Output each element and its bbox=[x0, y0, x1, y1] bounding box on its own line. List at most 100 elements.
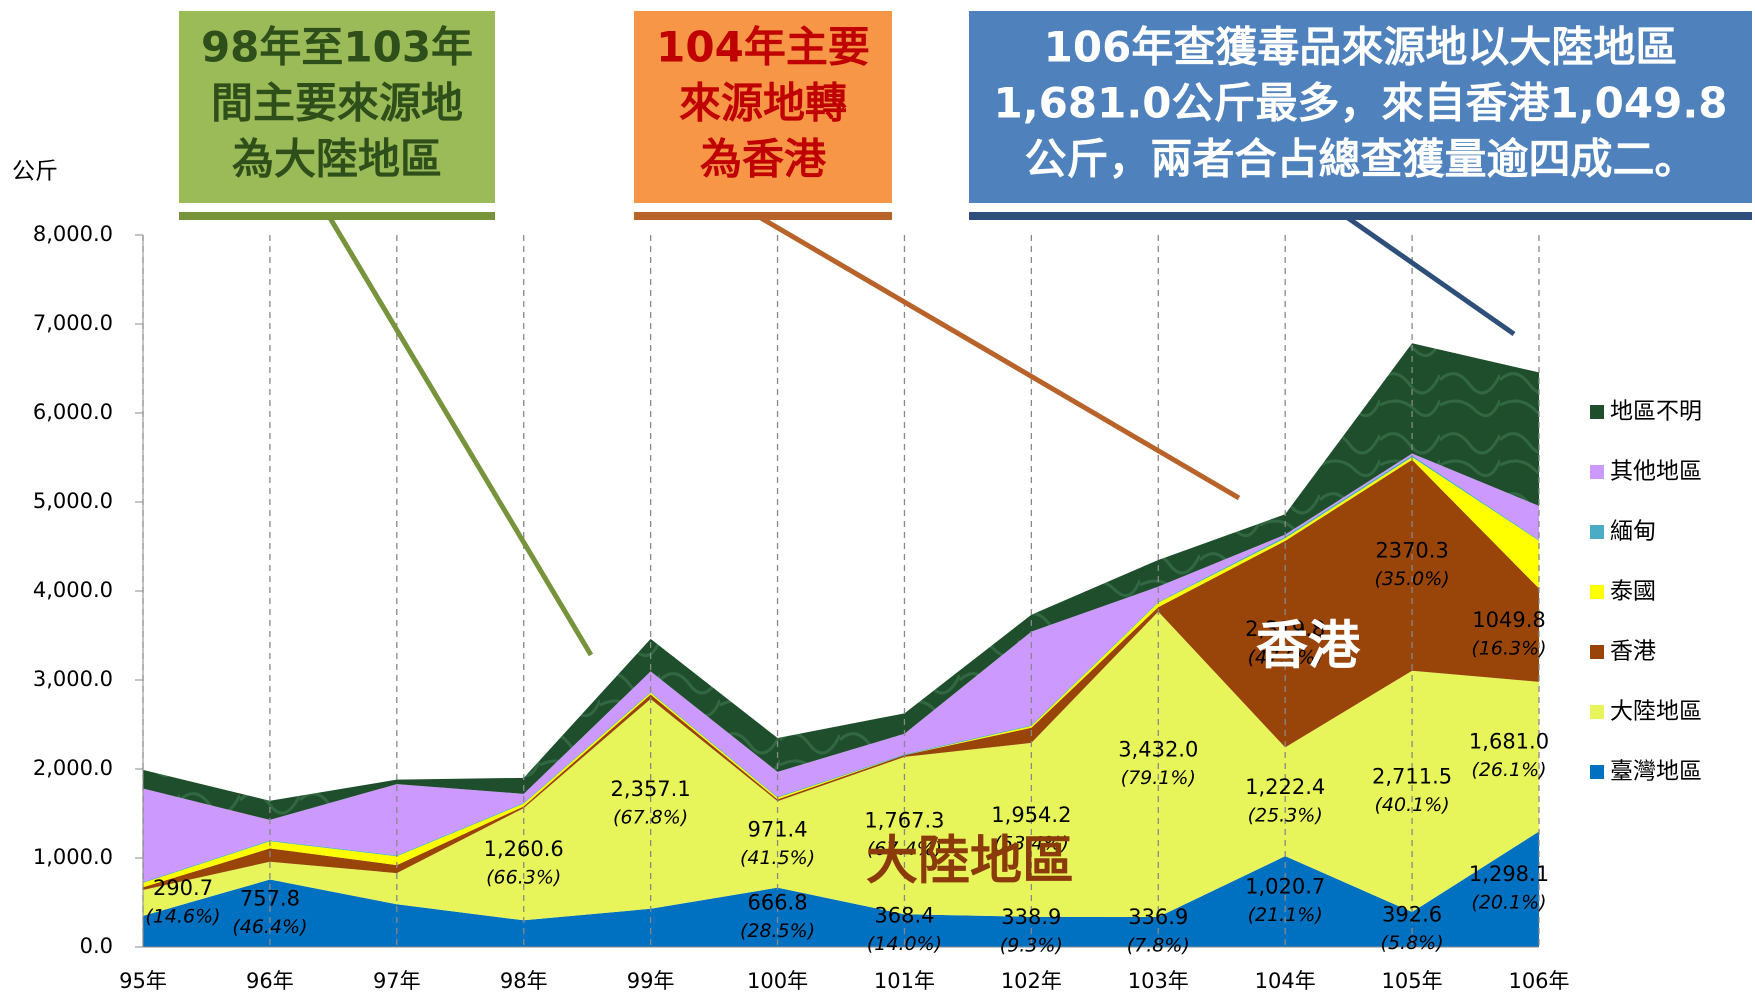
legend-swatch bbox=[1590, 705, 1604, 719]
x-tick-label: 102年 bbox=[1001, 969, 1062, 993]
legend-label: 大陸地區 bbox=[1610, 699, 1702, 725]
legend-label: 香港 bbox=[1610, 639, 1656, 665]
y-tick-label: 2,000.0 bbox=[33, 756, 113, 780]
share-label: (46.4%) bbox=[232, 916, 307, 938]
share-label: (25.3%) bbox=[1248, 804, 1323, 826]
value-label: 1,298.1 bbox=[1469, 862, 1549, 886]
annotation-text: 為大陸地區 bbox=[232, 135, 442, 184]
annotation-connector bbox=[759, 215, 1241, 501]
annotation-text: 106年查獲毒品來源地以大陸地區 bbox=[1044, 23, 1678, 72]
share-label: (16.3%) bbox=[1471, 638, 1546, 660]
value-label: 338.9 bbox=[1001, 905, 1061, 929]
x-tick-label: 100年 bbox=[747, 969, 808, 993]
value-label: 1,260.6 bbox=[484, 837, 564, 861]
share-label: (67.8%) bbox=[613, 806, 688, 828]
y-tick-label: 4,000.0 bbox=[33, 578, 113, 602]
area bbox=[143, 611, 1539, 921]
y-tick-label: 7,000.0 bbox=[33, 311, 113, 335]
annotation-text: 104年主要 bbox=[656, 23, 870, 72]
share-label: (28.5%) bbox=[740, 920, 815, 942]
annotation-underline bbox=[179, 212, 495, 220]
share-label: (67.4%) bbox=[867, 838, 942, 860]
value-label: 1,222.4 bbox=[1245, 775, 1325, 799]
share-label: (66.3%) bbox=[486, 867, 561, 889]
annotation-text: 間主要來源地 bbox=[211, 79, 463, 128]
share-label: (53.4%) bbox=[994, 832, 1069, 854]
x-tick-label: 97年 bbox=[373, 969, 421, 993]
share-label: (14.0%) bbox=[867, 933, 942, 955]
value-label: 1,767.3 bbox=[864, 809, 944, 833]
value-label: 1049.8 bbox=[1472, 608, 1545, 632]
x-tick-label: 103年 bbox=[1128, 969, 1189, 993]
share-label: (5.8%) bbox=[1381, 932, 1444, 954]
annotation-text: 為香港 bbox=[700, 135, 827, 184]
y-tick-label: 5,000.0 bbox=[33, 489, 113, 513]
annotation-text: 98年至103年 bbox=[201, 23, 473, 72]
y-tick-label: 3,000.0 bbox=[33, 667, 113, 691]
share-label: (47.9%) bbox=[1248, 647, 1323, 669]
x-tick-label: 105年 bbox=[1382, 969, 1443, 993]
value-label: 666.8 bbox=[747, 890, 807, 914]
area bbox=[143, 343, 1539, 820]
y-tick-label: 6,000.0 bbox=[33, 400, 113, 424]
legend-swatch bbox=[1590, 405, 1604, 419]
legend-label: 地區不明 bbox=[1610, 399, 1702, 425]
value-label: 2370.3 bbox=[1375, 538, 1448, 562]
value-label: 757.8 bbox=[240, 886, 300, 910]
value-label: 1,020.7 bbox=[1245, 875, 1325, 899]
annotation-box bbox=[969, 11, 1752, 203]
x-tick-label: 106年 bbox=[1508, 969, 1569, 993]
x-tick-label: 104年 bbox=[1255, 969, 1316, 993]
value-label: 3,432.0 bbox=[1118, 737, 1198, 761]
y-unit: 公斤 bbox=[12, 159, 58, 185]
y-tick-label: 8,000.0 bbox=[33, 222, 113, 246]
area bbox=[143, 831, 1539, 947]
legend-swatch bbox=[1590, 465, 1604, 479]
annotation-box bbox=[179, 11, 495, 203]
share-label: (7.8%) bbox=[1127, 935, 1190, 957]
annotation-text: 公斤，兩者合占總查獲量逾四成二。 bbox=[1024, 135, 1696, 184]
legend-swatch bbox=[1590, 585, 1604, 599]
value-label: 368.4 bbox=[874, 904, 934, 928]
area-label: 香港 bbox=[1256, 616, 1361, 677]
value-label: 1,954.2 bbox=[991, 803, 1071, 827]
y-tick-label: 0.0 bbox=[80, 934, 113, 958]
share-label: (21.1%) bbox=[1248, 904, 1323, 926]
area bbox=[143, 453, 1539, 882]
x-tick-label: 99年 bbox=[627, 969, 675, 993]
x-tick-label: 98年 bbox=[500, 969, 548, 993]
value-label: 1,681.0 bbox=[1469, 730, 1549, 754]
share-label: (9.3%) bbox=[1000, 934, 1063, 956]
annotation-connector bbox=[1346, 215, 1516, 337]
value-label: 2,319.8 bbox=[1245, 617, 1325, 641]
share-label: (26.1%) bbox=[1471, 759, 1546, 781]
annotation-box bbox=[634, 11, 892, 203]
annotation-text: 1,681.0公斤最多，來自香港1,049.8 bbox=[993, 79, 1727, 128]
legend-label: 泰國 bbox=[1610, 579, 1656, 605]
area bbox=[143, 459, 1539, 890]
share-label: (14.6%) bbox=[145, 905, 220, 927]
x-tick-label: 101年 bbox=[874, 969, 935, 993]
value-label: 290.7 bbox=[153, 876, 213, 900]
value-label: 336.9 bbox=[1128, 905, 1188, 929]
legend-label: 臺灣地區 bbox=[1610, 759, 1702, 785]
annotation-underline bbox=[969, 212, 1752, 220]
share-label: (20.1%) bbox=[1471, 892, 1546, 914]
share-label: (40.1%) bbox=[1374, 794, 1449, 816]
legend-label: 其他地區 bbox=[1610, 459, 1702, 485]
value-label: 2,711.5 bbox=[1372, 764, 1452, 788]
legend-swatch bbox=[1590, 645, 1604, 659]
value-label: 971.4 bbox=[747, 817, 807, 841]
area-label: 大陸地區 bbox=[866, 831, 1074, 892]
share-label: (41.5%) bbox=[740, 847, 815, 869]
annotation-underline bbox=[634, 212, 892, 220]
x-tick-label: 96年 bbox=[246, 969, 294, 993]
value-label: 392.6 bbox=[1382, 903, 1442, 927]
annotation-text: 來源地轉 bbox=[679, 79, 847, 128]
annotation-connector bbox=[327, 216, 594, 657]
share-label: (79.1%) bbox=[1121, 767, 1196, 789]
legend-swatch bbox=[1590, 765, 1604, 779]
legend-label: 緬甸 bbox=[1610, 519, 1656, 545]
share-label: (35.0%) bbox=[1374, 568, 1449, 590]
